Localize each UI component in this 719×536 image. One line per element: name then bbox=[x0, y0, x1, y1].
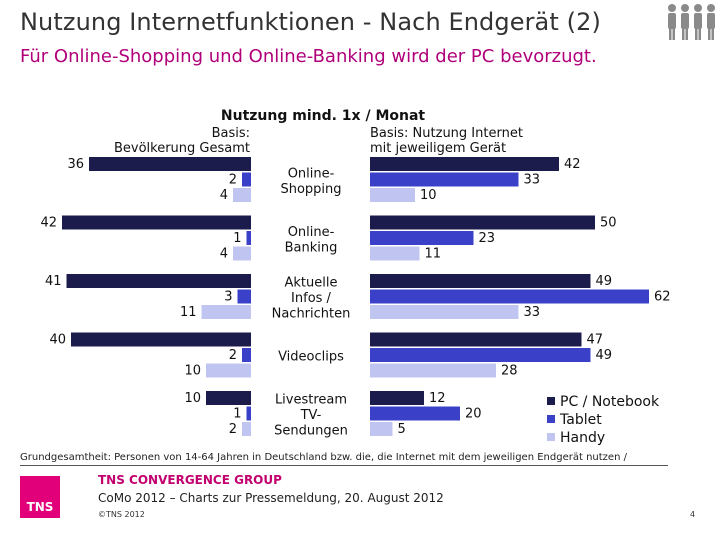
right-value-tablet-1: 33 bbox=[524, 173, 541, 188]
right-bar-tablet-5 bbox=[370, 406, 460, 421]
right-bar-tablet-1 bbox=[370, 172, 519, 187]
right-value-handy-1: 10 bbox=[420, 188, 437, 203]
legend-label-tablet: Tablet bbox=[559, 412, 602, 428]
category-label-3-line-1: Aktuelle bbox=[285, 276, 338, 291]
left-value-pc-3: 41 bbox=[45, 274, 62, 289]
right-value-handy-5: 5 bbox=[398, 422, 406, 437]
right-bar-tablet-2 bbox=[370, 231, 474, 245]
left-bar-tablet-1 bbox=[242, 172, 251, 187]
chart-title: Nutzung mind. 1x / Monat bbox=[221, 108, 426, 124]
left-value-handy-1: 4 bbox=[220, 188, 228, 203]
left-value-tablet-2: 1 bbox=[233, 231, 241, 246]
left-basis-line2: Bevölkerung Gesamt bbox=[114, 141, 250, 156]
left-bar-handy-2 bbox=[233, 246, 251, 261]
right-basis-line2: mit jeweiligem Gerät bbox=[370, 141, 506, 156]
right-bar-tablet-3 bbox=[370, 289, 649, 304]
right-value-pc-2: 50 bbox=[600, 216, 617, 231]
left-bar-tablet-3 bbox=[237, 289, 251, 304]
right-bar-handy-4 bbox=[370, 363, 496, 378]
right-value-pc-5: 12 bbox=[429, 391, 446, 406]
left-bar-handy-1 bbox=[233, 188, 251, 202]
category-label-5-line-3: Sendungen bbox=[274, 424, 348, 439]
legend-swatch-handy bbox=[547, 433, 555, 441]
right-bar-tablet-4 bbox=[370, 348, 591, 362]
right-bar-handy-2 bbox=[370, 246, 420, 261]
left-bar-tablet-5 bbox=[246, 406, 251, 421]
left-value-handy-2: 4 bbox=[220, 247, 228, 262]
company-name: TNS CONVERGENCE GROUP bbox=[98, 473, 282, 487]
right-value-pc-3: 49 bbox=[596, 274, 613, 289]
right-value-tablet-2: 23 bbox=[479, 231, 496, 246]
right-bar-handy-3 bbox=[370, 305, 519, 319]
left-bar-pc-2 bbox=[62, 215, 251, 230]
right-value-handy-4: 28 bbox=[501, 364, 518, 379]
page-number: 4 bbox=[690, 510, 696, 519]
left-value-pc-4: 40 bbox=[49, 333, 66, 348]
left-value-handy-4: 10 bbox=[184, 364, 201, 379]
left-value-pc-1: 36 bbox=[67, 157, 84, 172]
right-bar-pc-2 bbox=[370, 215, 595, 230]
right-bar-pc-1 bbox=[370, 157, 559, 171]
left-bar-pc-5 bbox=[206, 391, 251, 405]
legend-label-pc: PC / Notebook bbox=[560, 394, 660, 410]
right-value-pc-1: 42 bbox=[564, 157, 581, 172]
category-label-5-line-1: Livestream bbox=[275, 393, 347, 408]
left-basis-line1: Basis: bbox=[212, 126, 250, 141]
right-value-tablet-3: 62 bbox=[654, 290, 671, 305]
left-bar-pc-3 bbox=[66, 274, 251, 288]
category-label-2-line-2: Banking bbox=[285, 240, 338, 255]
right-bar-handy-1 bbox=[370, 188, 415, 202]
left-bar-handy-4 bbox=[206, 363, 251, 378]
left-bar-handy-3 bbox=[201, 305, 251, 319]
legend-label-handy: Handy bbox=[560, 430, 605, 446]
left-bar-tablet-4 bbox=[242, 348, 251, 362]
right-bar-pc-5 bbox=[370, 391, 424, 405]
usage-chart: Nutzung mind. 1x / Monat Basis: Bevölker… bbox=[40, 108, 671, 446]
left-value-pc-2: 42 bbox=[40, 216, 57, 231]
left-value-tablet-4: 2 bbox=[229, 348, 237, 363]
tns-logo: TNS bbox=[20, 476, 60, 518]
legend-swatch-pc bbox=[547, 397, 555, 405]
left-value-tablet-3: 3 bbox=[224, 290, 232, 305]
category-label-1-line-1: Online- bbox=[288, 166, 335, 181]
category-label-3-line-2: Infos / bbox=[291, 291, 332, 306]
left-value-handy-3: 11 bbox=[180, 305, 197, 320]
left-value-pc-5: 10 bbox=[184, 391, 201, 406]
page-subtitle: Für Online-Shopping und Online-Banking w… bbox=[20, 46, 597, 67]
right-bar-pc-4 bbox=[370, 332, 582, 347]
category-label-4-line-1: Videoclips bbox=[278, 350, 344, 365]
left-bar-pc-1 bbox=[89, 157, 251, 171]
right-bar-pc-3 bbox=[370, 274, 591, 288]
footer-divider bbox=[20, 465, 668, 466]
left-value-handy-5: 2 bbox=[229, 422, 237, 437]
right-basis-line1: Basis: Nutzung Internet bbox=[370, 126, 523, 141]
category-label-2-line-1: Online- bbox=[288, 225, 335, 240]
right-value-tablet-5: 20 bbox=[465, 407, 482, 422]
copyright: ©TNS 2012 bbox=[98, 510, 145, 519]
right-value-tablet-4: 49 bbox=[596, 348, 613, 363]
people-icon bbox=[668, 4, 715, 40]
page-title: Nutzung Internetfunktionen - Nach Endger… bbox=[20, 8, 601, 36]
left-value-tablet-5: 1 bbox=[233, 407, 241, 422]
presentation-info: CoMo 2012 – Charts zur Pressemeldung, 20… bbox=[98, 491, 444, 505]
category-label-1-line-2: Shopping bbox=[280, 182, 341, 197]
left-bar-pc-4 bbox=[71, 332, 251, 347]
right-value-pc-4: 47 bbox=[587, 333, 604, 348]
footnote: Grundgesamtheit: Personen von 14-64 Jahr… bbox=[20, 452, 627, 463]
left-bar-handy-5 bbox=[242, 422, 251, 436]
left-value-tablet-1: 2 bbox=[229, 173, 237, 188]
category-label-5-line-2: TV- bbox=[300, 408, 322, 423]
left-bar-tablet-2 bbox=[246, 231, 251, 245]
legend-swatch-tablet bbox=[547, 415, 555, 423]
category-label-3-line-3: Nachrichten bbox=[272, 307, 351, 322]
right-value-handy-2: 11 bbox=[425, 247, 442, 262]
right-value-handy-3: 33 bbox=[524, 305, 541, 320]
right-bar-handy-5 bbox=[370, 422, 393, 436]
